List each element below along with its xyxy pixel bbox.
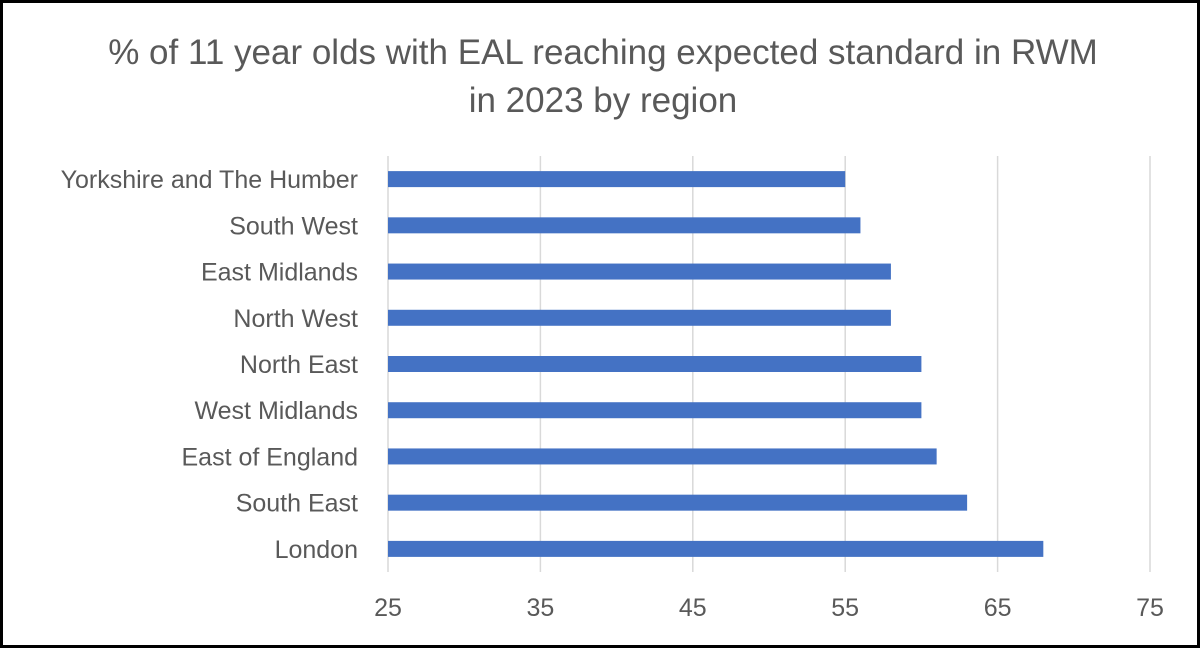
category-labels: Yorkshire and The Humber South West East M…: [61, 166, 358, 564]
bar: [388, 171, 846, 188]
bar: [388, 540, 1044, 557]
bar-chart: Yorkshire and The Humber South West East M…: [61, 156, 1164, 622]
bar: [388, 402, 922, 419]
x-tick-label: 55: [831, 594, 859, 622]
bar: [388, 494, 968, 511]
category-label: North East: [240, 351, 358, 379]
x-tick-label: 35: [526, 594, 554, 622]
bar: [388, 448, 937, 465]
category-label: South West: [229, 212, 358, 240]
bar: [388, 217, 861, 234]
category-label: North West: [233, 305, 358, 333]
category-label: West Midlands: [195, 397, 359, 425]
bar: [388, 356, 922, 372]
category-label: London: [275, 536, 358, 564]
category-label: East Midlands: [201, 259, 358, 287]
category-label: Yorkshire and The Humber: [61, 166, 358, 194]
chart-title: % of 11 year olds with EAL reaching expe…: [108, 33, 1098, 120]
x-tick-label: 25: [374, 594, 402, 622]
x-tick-label: 75: [1136, 594, 1164, 622]
bars: [388, 171, 1044, 557]
x-tick-label: 45: [679, 594, 707, 622]
bar: [388, 263, 891, 280]
x-axis-tick-labels: 25 35 45 55 65 75: [374, 594, 1164, 622]
x-tick-label: 65: [984, 594, 1012, 622]
category-label: South East: [236, 490, 358, 518]
bar: [388, 309, 891, 326]
category-label: East of England: [181, 443, 358, 471]
